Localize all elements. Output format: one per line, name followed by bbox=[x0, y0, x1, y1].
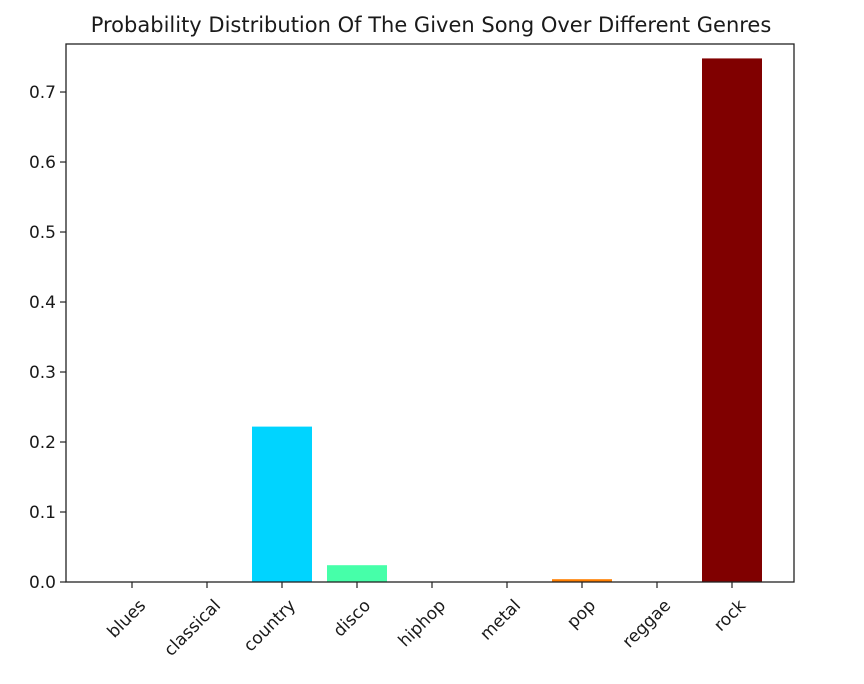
x-tick-label-classical: classical bbox=[160, 596, 225, 661]
y-tick-label: 0.6 bbox=[29, 153, 56, 173]
x-tick-label-disco: disco bbox=[330, 596, 375, 641]
bars-group bbox=[252, 58, 762, 583]
y-tick-label: 0.1 bbox=[29, 503, 56, 523]
plot-frame bbox=[65, 43, 795, 583]
bar-disco bbox=[327, 565, 387, 582]
x-axis: blues classical country disco hiphop metal pop… bbox=[104, 582, 750, 661]
bar-country bbox=[252, 426, 312, 582]
x-tick-label-blues: blues bbox=[104, 596, 150, 642]
y-tick-label: 0.2 bbox=[29, 433, 56, 453]
x-tick-label-hiphop: hiphop bbox=[395, 596, 450, 651]
y-tick-label: 0.4 bbox=[29, 293, 56, 313]
x-tick-label-reggae: reggae bbox=[619, 596, 675, 652]
y-tick-label: 0.7 bbox=[29, 83, 56, 103]
chart-title: Probability Distribution Of The Given So… bbox=[91, 13, 772, 37]
x-tick-label-country: country bbox=[240, 596, 300, 656]
x-tick-label-pop: pop bbox=[563, 596, 600, 633]
y-tick-label: 0.0 bbox=[29, 573, 56, 593]
y-axis: 0.0 0.1 0.2 0.3 0.4 0.5 0.6 0.7 bbox=[29, 83, 66, 593]
y-tick-label: 0.3 bbox=[29, 363, 56, 383]
bar-rock bbox=[702, 58, 762, 583]
y-tick-label: 0.5 bbox=[29, 223, 56, 243]
bar-pop bbox=[552, 579, 612, 582]
x-tick-label-metal: metal bbox=[476, 596, 525, 645]
x-tick-label-rock: rock bbox=[710, 596, 750, 636]
